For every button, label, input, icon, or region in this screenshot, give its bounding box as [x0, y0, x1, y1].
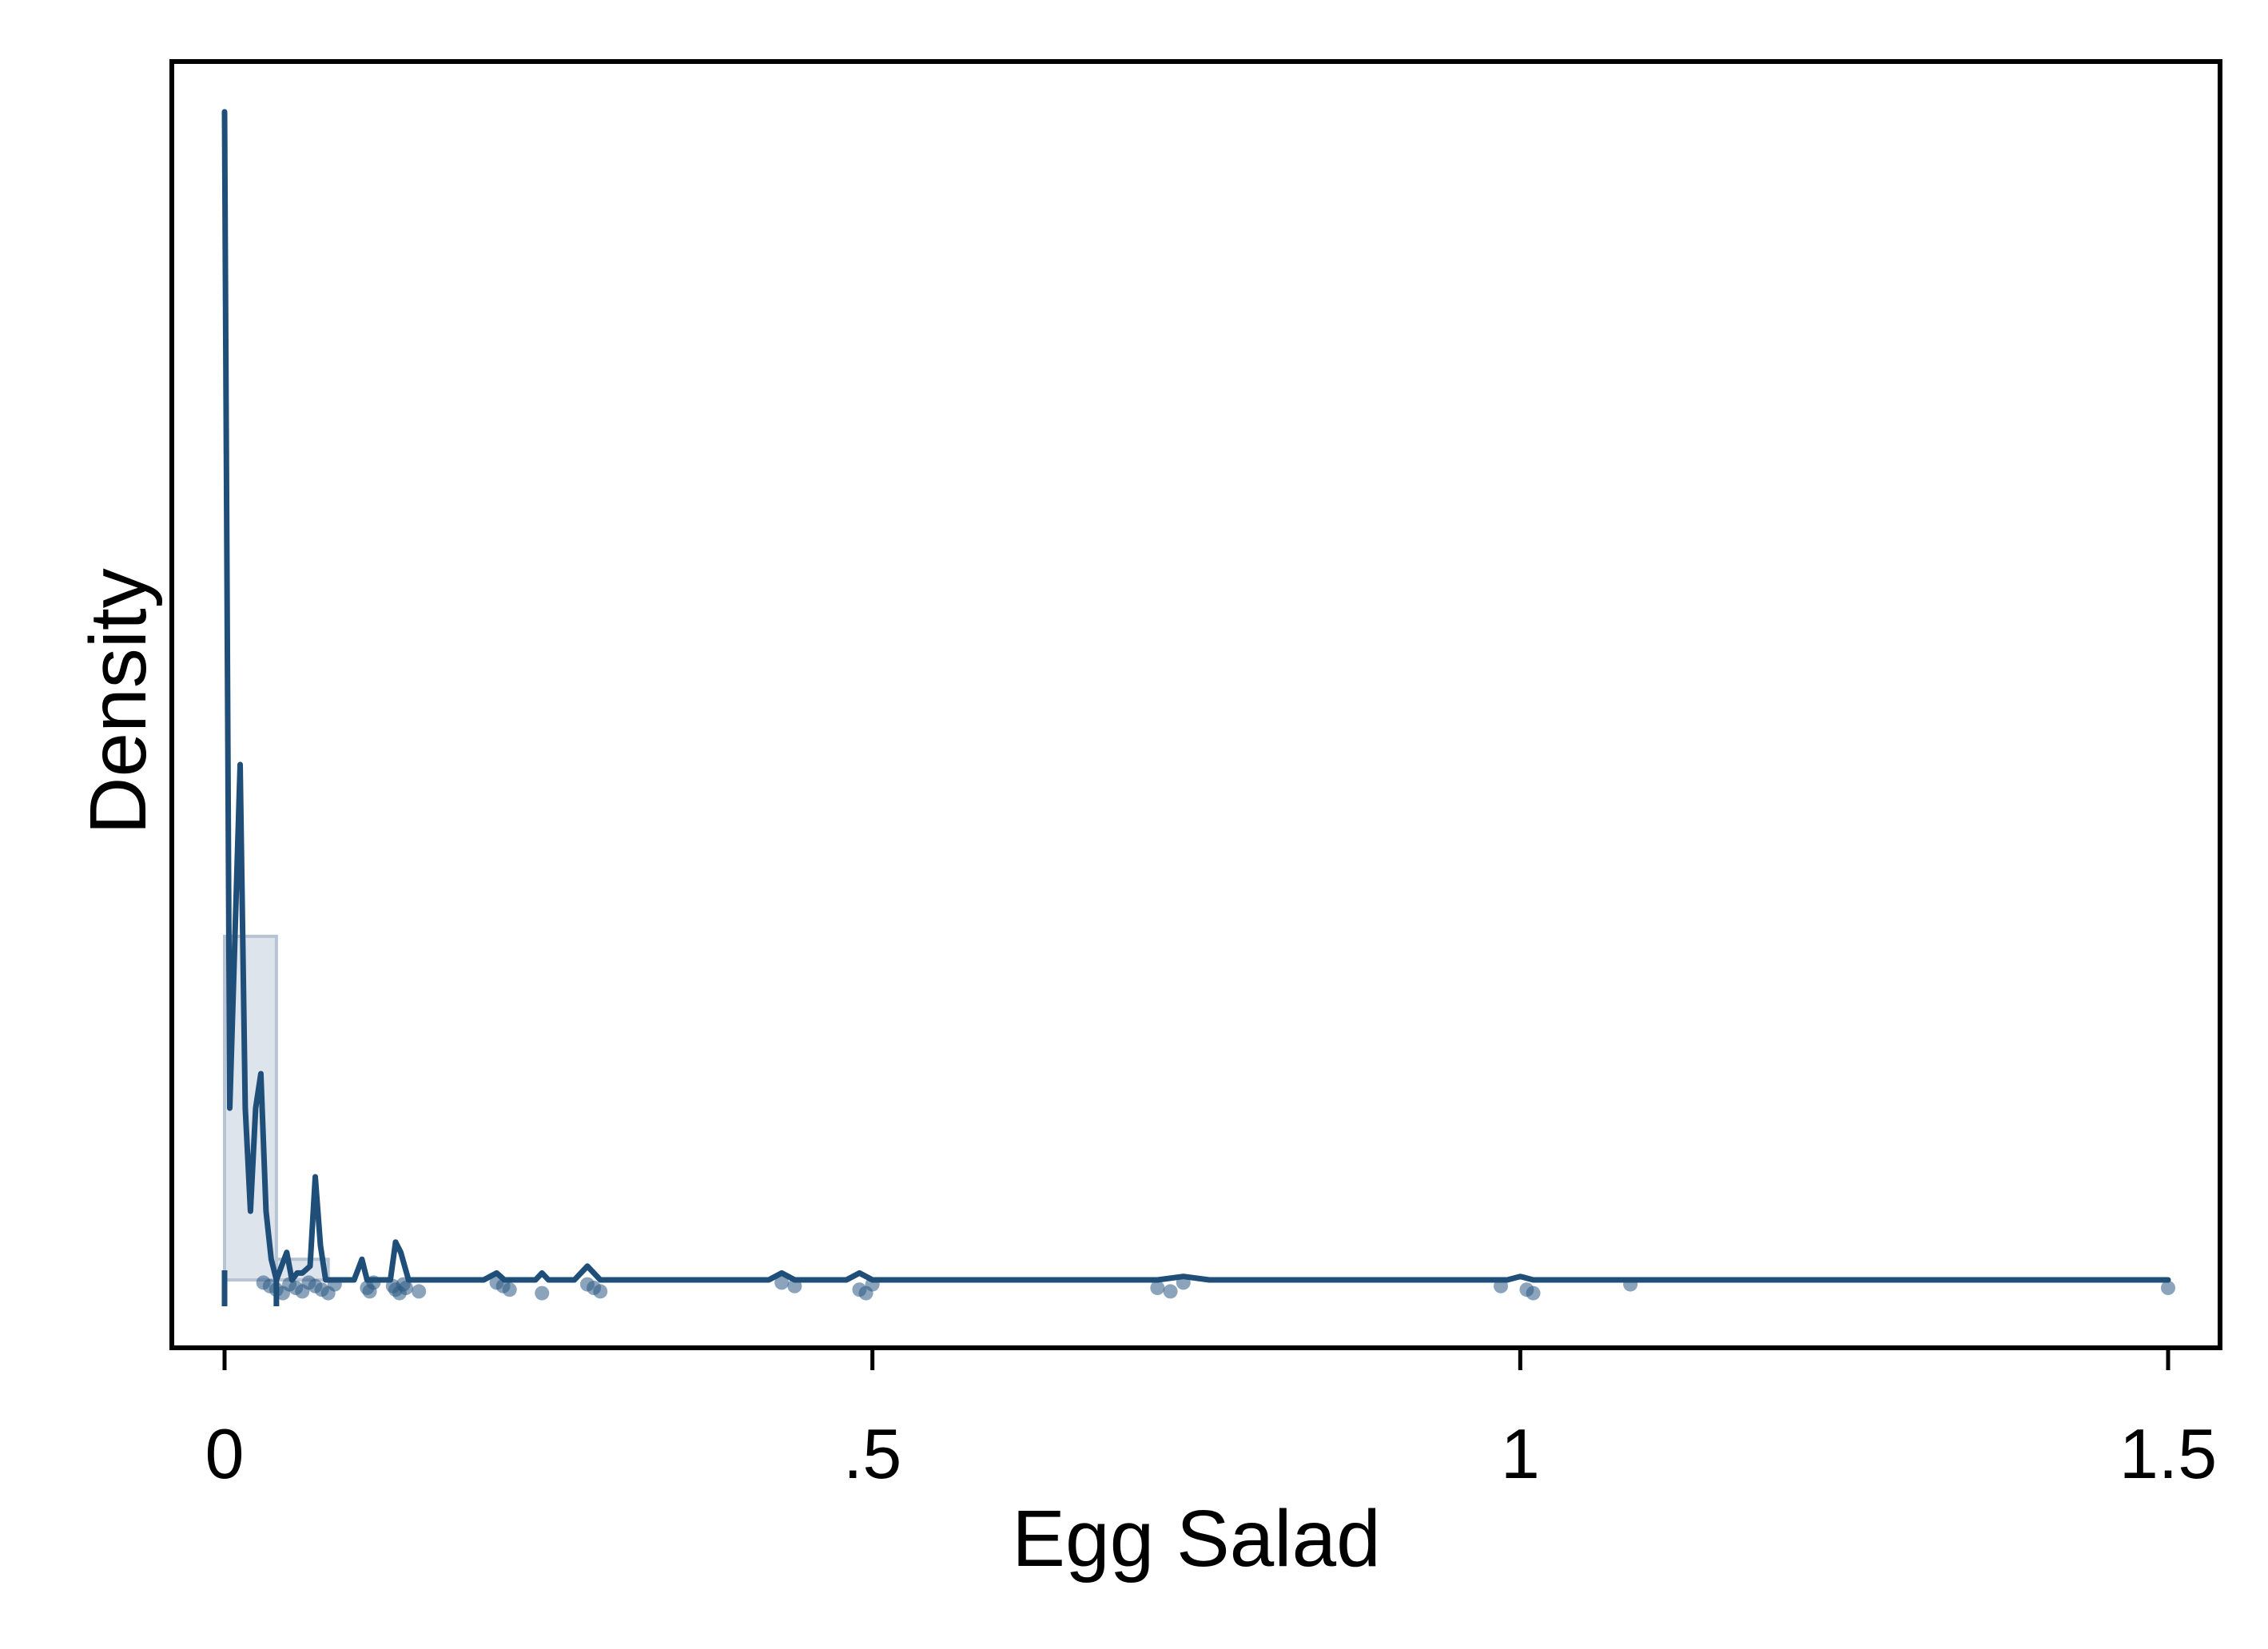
data-point-38: [1526, 1285, 1541, 1301]
data-point-40: [2161, 1281, 2175, 1295]
data-point-23: [502, 1282, 517, 1297]
x-tick-label-2: 1: [1501, 1414, 1540, 1493]
kde-line-layer: [221, 109, 2171, 1306]
data-point-33: [1150, 1281, 1165, 1295]
data-point-20: [412, 1284, 427, 1299]
plot-frame: [169, 59, 2222, 1350]
data-point-34: [1163, 1284, 1178, 1299]
data-point-28: [774, 1275, 790, 1290]
data-point-24: [535, 1285, 550, 1301]
density-line: [221, 109, 2171, 1283]
x-tick-label-3: 1.5: [2119, 1414, 2217, 1493]
x-axis-title: Egg Salad: [1012, 1494, 1380, 1583]
x-axis-ticks: 0 .5 1 1.5: [205, 1348, 2217, 1493]
y-axis-title: Density: [74, 568, 163, 834]
x-tick-label-1: .5: [843, 1414, 901, 1493]
data-point-27: [593, 1284, 608, 1299]
data-point-19: [398, 1281, 413, 1295]
x-tick-label-0: 0: [205, 1414, 245, 1493]
